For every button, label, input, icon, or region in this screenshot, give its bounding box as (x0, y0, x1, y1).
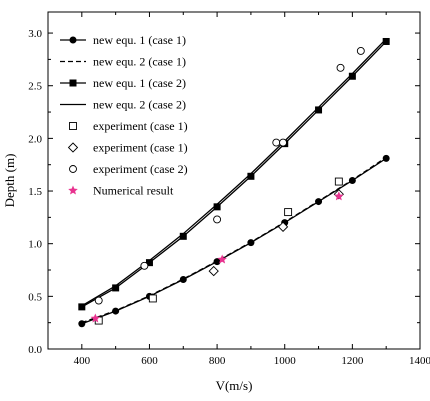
x-tick-label: 1000 (274, 355, 297, 367)
data-point (112, 284, 120, 292)
legend-label: experiment (case 2) (93, 162, 188, 176)
data-point (272, 138, 281, 147)
legend-item: experiment (case 1) (69, 119, 188, 133)
y-tick-label: 3.0 (28, 28, 42, 40)
series-4 (94, 177, 343, 325)
y-tick-label: 2.5 (28, 81, 42, 93)
data-point (334, 191, 344, 201)
y-tick-label: 0.5 (28, 291, 42, 303)
x-tick-label: 600 (141, 355, 158, 367)
legend-item: new equ. 1 (case 2) (60, 76, 186, 90)
series-line (81, 157, 387, 325)
legend-marker (69, 165, 77, 173)
series-3 (81, 38, 387, 307)
y-tick-label: 2.0 (28, 133, 42, 145)
data-point (382, 154, 390, 162)
series-line (81, 38, 387, 307)
data-point (279, 138, 287, 147)
y-tick-label: 1.0 (28, 239, 42, 251)
legend-item: new equ. 1 (case 1) (60, 33, 186, 47)
x-tick-label: 1400 (409, 355, 430, 367)
y-tick-label: 0.0 (28, 344, 42, 356)
legend-label: new equ. 2 (case 1) (93, 55, 186, 69)
legend: new equ. 1 (case 1) new equ. 2 (case 1) ne… (60, 33, 188, 198)
legend-marker (69, 36, 77, 44)
data-point (208, 265, 219, 277)
series-7 (90, 191, 344, 323)
data-point (213, 203, 221, 211)
data-point (247, 172, 255, 180)
x-axis-title: V(m/s) (216, 378, 253, 393)
legend-label: Numerical result (93, 184, 174, 198)
data-point (145, 259, 153, 267)
data-point (179, 232, 187, 240)
x-tick-label: 1200 (341, 355, 364, 367)
series-5 (208, 189, 344, 277)
legend-marker (69, 122, 77, 130)
data-point (148, 294, 157, 303)
data-point (94, 296, 103, 305)
data-point (277, 221, 289, 232)
legend-marker (67, 142, 79, 153)
series-layer (78, 37, 390, 328)
legend-label: new equ. 2 (case 2) (93, 98, 186, 112)
data-point (213, 215, 222, 224)
legend-item: experiment (case 1) (67, 141, 188, 155)
x-tick-label: 800 (209, 355, 226, 367)
data-point (217, 254, 227, 264)
series-line (81, 41, 387, 308)
data-point (90, 313, 101, 323)
legend-marker (68, 185, 78, 195)
series-6 (94, 47, 365, 305)
series-1 (81, 156, 387, 324)
plot-frame (47, 11, 421, 350)
axis-ticks (47, 12, 421, 350)
legend-label: new equ. 1 (case 1) (93, 33, 186, 47)
legend-item: Numerical result (68, 184, 174, 198)
series-0 (78, 154, 390, 328)
legend-item: new equ. 2 (case 2) (60, 98, 186, 112)
data-point (284, 208, 293, 217)
legend-marker (69, 79, 77, 87)
legend-label: new equ. 1 (case 2) (93, 76, 186, 90)
series-line (81, 156, 387, 324)
data-point (334, 177, 343, 186)
data-point (315, 106, 323, 114)
data-point (356, 47, 365, 55)
y-axis-title: Depth (m) (2, 154, 17, 208)
data-point (140, 261, 149, 270)
legend-label: experiment (case 1) (93, 141, 188, 155)
legend-item: new equ. 2 (case 1) (60, 55, 186, 69)
x-tick-label: 400 (74, 355, 91, 367)
legend-item: experiment (case 2) (69, 162, 188, 176)
legend-label: experiment (case 1) (93, 119, 188, 133)
axis-tick-labels: 400 600 800 1000 1200 1400 0.0 0.5 1.0 1.5 2.0 2.5 3… (28, 28, 430, 367)
data-point (78, 303, 86, 311)
data-point (348, 72, 356, 80)
data-point (382, 37, 390, 45)
data-point (336, 63, 345, 72)
y-tick-label: 1.5 (28, 186, 42, 198)
plot-border (47, 11, 421, 350)
